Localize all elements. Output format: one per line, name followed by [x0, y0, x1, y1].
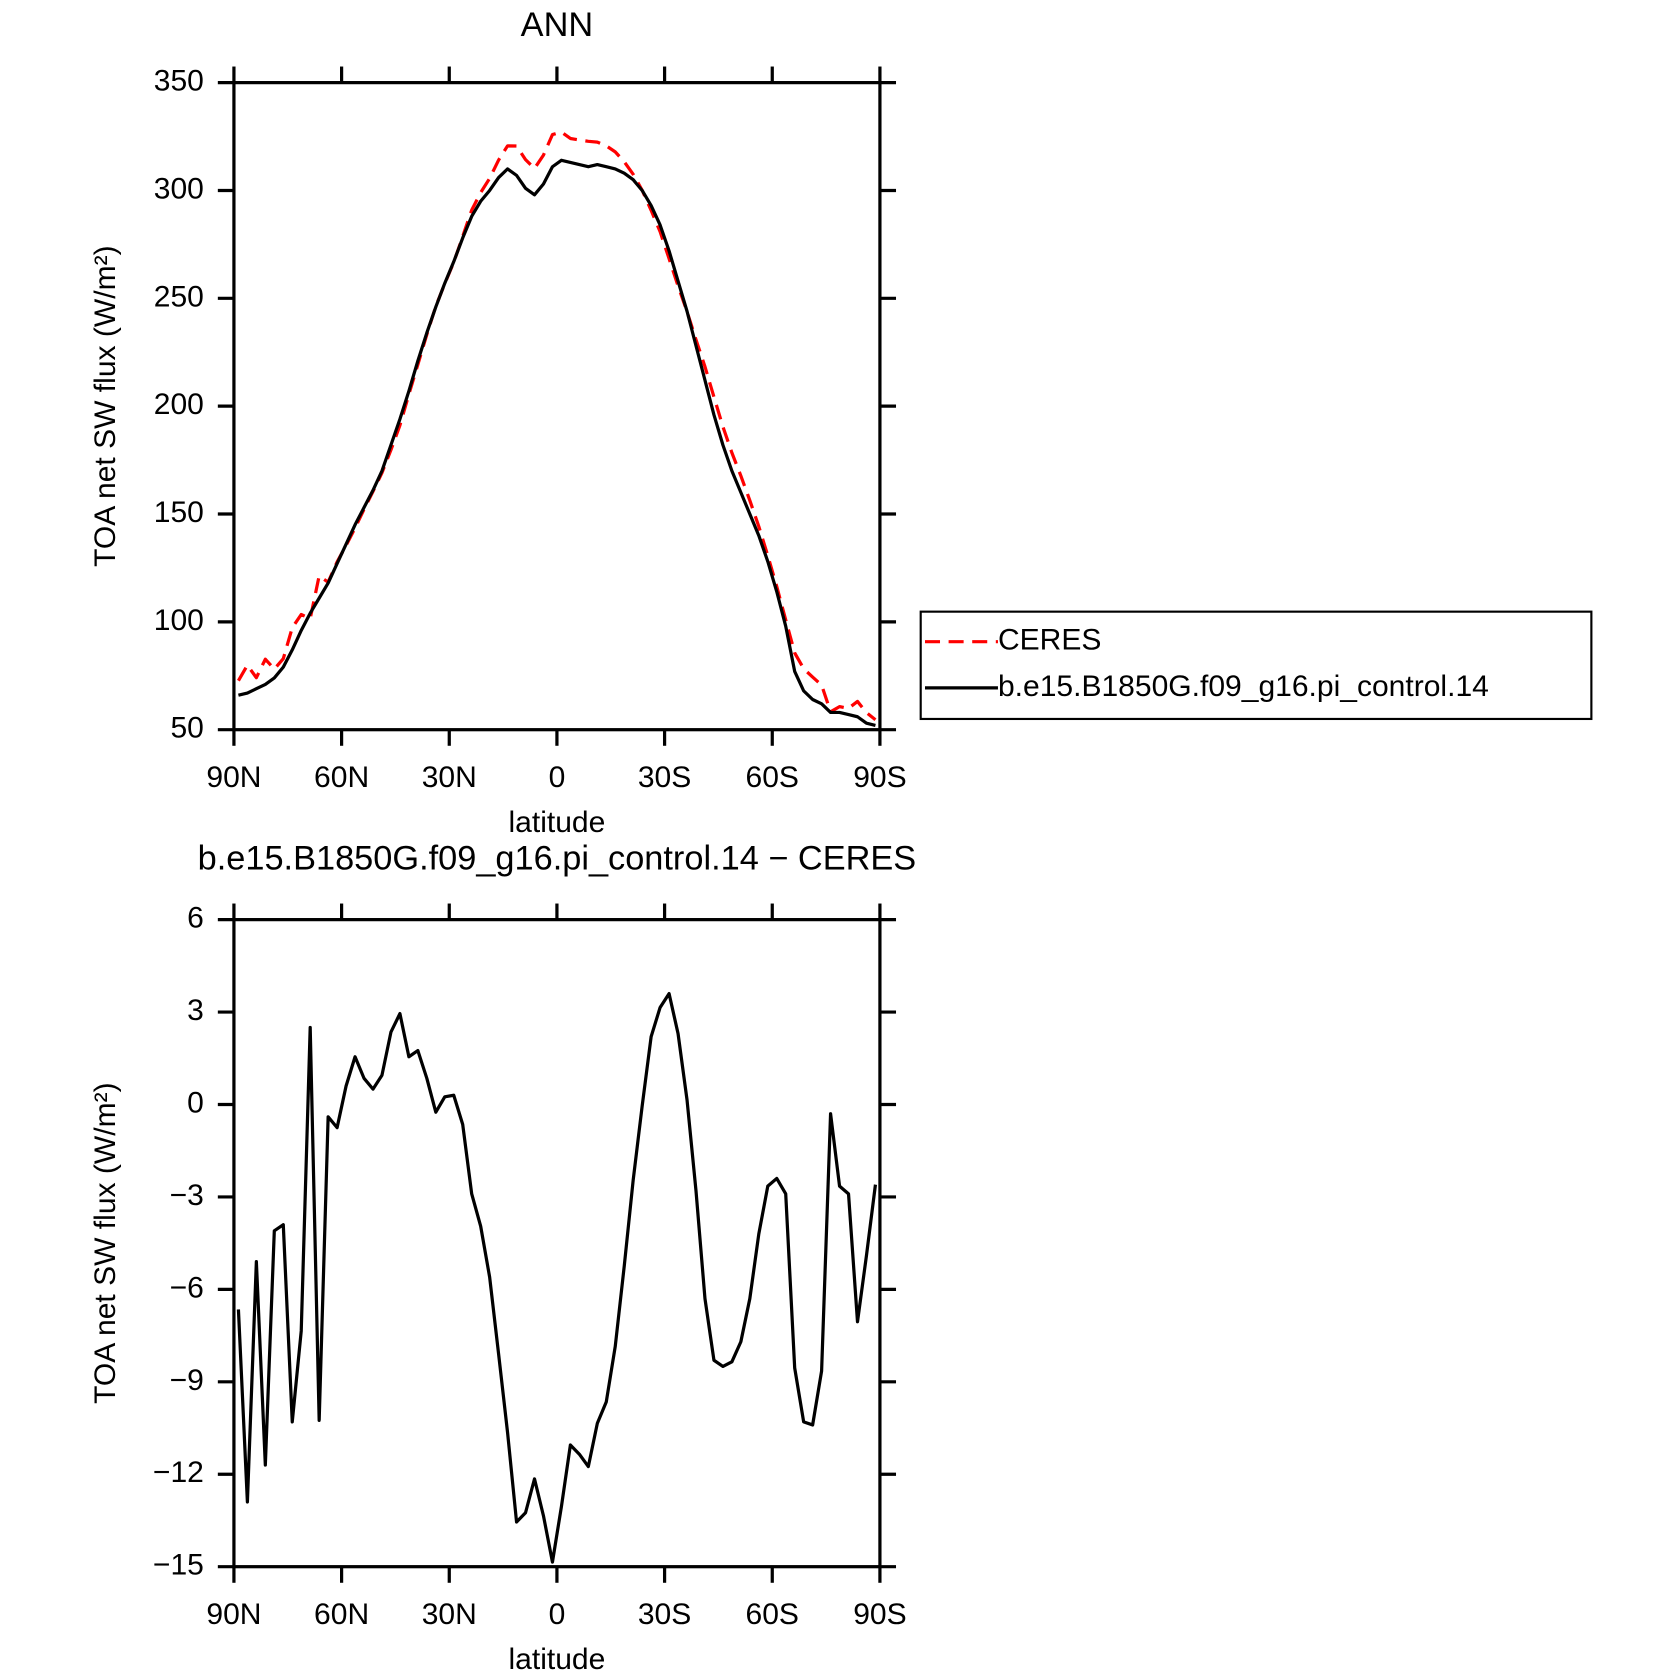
y-tick-label: 3 [187, 994, 204, 1027]
x-axis-title: latitude [509, 806, 606, 839]
y-tick-label: −6 [170, 1271, 204, 1304]
y-tick-label: 50 [170, 712, 203, 745]
y-tick-label: −12 [153, 1456, 204, 1489]
y-axis-title: TOA net SW flux (W/m²) [89, 1082, 122, 1403]
x-tick-label: 60S [746, 1598, 799, 1631]
y-tick-label: 350 [154, 65, 204, 98]
x-tick-label: 0 [549, 761, 566, 794]
x-tick-label: 90N [206, 1598, 261, 1631]
x-tick-label: 90S [853, 1598, 906, 1631]
plot-frame [232, 81, 882, 732]
legend-box [919, 610, 1593, 721]
x-tick-label: 60N [314, 761, 369, 794]
y-tick-label: 100 [154, 604, 204, 637]
y-tick-label: 150 [154, 496, 204, 529]
y-tick-label: −3 [170, 1179, 204, 1212]
data-line [237, 130, 877, 722]
data-line [236, 991, 878, 1564]
y-tick-label: 0 [187, 1086, 204, 1119]
x-tick-label: 90S [853, 761, 906, 794]
x-tick-label: 90N [206, 761, 261, 794]
y-tick-label: 250 [154, 280, 204, 313]
y-tick-label: 200 [154, 388, 204, 421]
x-tick-label: 30N [422, 761, 477, 794]
legend-label: CERES [998, 624, 1101, 657]
chart-title: ANN [521, 6, 593, 44]
x-axis-title: latitude [509, 1643, 606, 1674]
x-tick-label: 30N [422, 1598, 477, 1631]
x-tick-label: 0 [549, 1598, 566, 1631]
y-tick-label: −15 [153, 1549, 204, 1582]
y-tick-label: −9 [170, 1364, 204, 1397]
y-tick-label: 6 [187, 902, 204, 935]
chart-title: b.e15.B1850G.f09_g16.pi_control.14 − CER… [198, 840, 917, 878]
x-tick-label: 30S [638, 1598, 691, 1631]
x-tick-label: 60N [314, 1598, 369, 1631]
y-axis-title: TOA net SW flux (W/m²) [89, 245, 122, 566]
data-line [238, 158, 876, 727]
plot-frame [232, 918, 882, 1569]
y-tick-label: 300 [154, 172, 204, 205]
legend-label: b.e15.B1850G.f09_g16.pi_control.14 [998, 670, 1489, 703]
x-tick-label: 30S [638, 761, 691, 794]
x-tick-label: 60S [746, 761, 799, 794]
